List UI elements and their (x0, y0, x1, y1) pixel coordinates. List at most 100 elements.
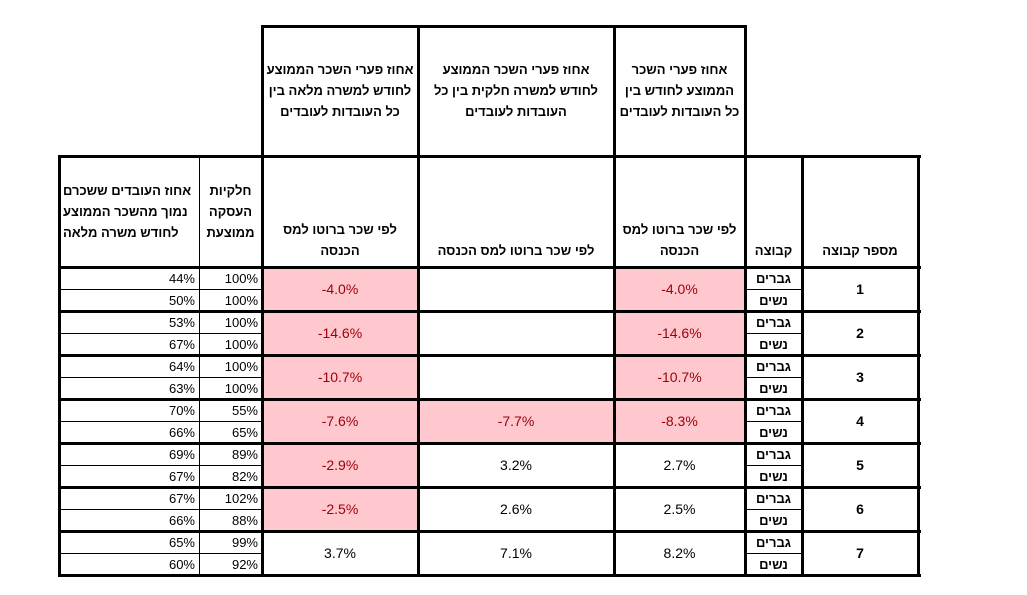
avg-employment-header: חלקיות העסקה ממוצעת (206, 182, 255, 240)
women-employment-value: 82% (231, 468, 258, 484)
row-split (59, 377, 262, 378)
column-divider (613, 155, 616, 577)
gross-fulltime-header: לפי שכר ברוטו למס הכנסה (283, 222, 397, 258)
men-label: גברים (755, 490, 792, 506)
group-number: 2 (856, 325, 864, 341)
row-split (59, 509, 262, 510)
row-border (59, 398, 921, 401)
women-below-avg-value: 60% (168, 556, 195, 572)
header-divider (613, 25, 616, 155)
men-below-avg-value: 53% (168, 314, 195, 330)
men-below-avg-value: 65% (168, 534, 195, 550)
men-label: גברים (755, 446, 792, 462)
pct-below-avg-header: אחוז העובדים ששכרם נמוך מהשכר הממוצע לחו… (63, 182, 192, 240)
women-label: נשים (759, 292, 788, 308)
column-divider (917, 155, 920, 577)
parttime-gap-value: 2.6% (500, 501, 532, 517)
men-below-avg-value: 44% (168, 270, 195, 286)
group-number-header: מספר קבוצה (822, 243, 898, 258)
fulltime-gap-header: אחוז פערי השכר הממוצע לחודש למשרה מלאה ב… (266, 61, 414, 119)
women-employment-value: 100% (224, 336, 258, 352)
men-label: גברים (755, 402, 792, 418)
group-header: קבוצה (754, 243, 793, 258)
parttime-gap-value: 7.1% (500, 545, 532, 561)
row-split (59, 553, 262, 554)
women-employment-value: 100% (224, 292, 258, 308)
women-label: נשים (759, 424, 788, 440)
row-split (745, 465, 802, 466)
group-number: 7 (856, 545, 864, 561)
column-divider (417, 155, 420, 577)
header-divider (261, 25, 264, 155)
women-below-avg-value: 66% (168, 512, 195, 528)
women-below-avg-value: 67% (168, 336, 195, 352)
monthly-gap-value: -8.3% (614, 399, 745, 443)
women-below-avg-value: 66% (168, 424, 195, 440)
header-divider (417, 25, 420, 155)
women-employment-value: 100% (224, 380, 258, 396)
fulltime-gap-value: 3.7% (324, 545, 356, 561)
row-split (59, 465, 262, 466)
row-border (59, 486, 921, 489)
header-row-border (59, 155, 921, 158)
row-border (59, 266, 921, 269)
women-employment-value: 88% (231, 512, 258, 528)
row-border (59, 574, 921, 577)
row-border (59, 442, 921, 445)
men-below-avg-value: 64% (168, 358, 195, 374)
men-label: גברים (755, 314, 792, 330)
group-number: 3 (856, 369, 864, 385)
group-number: 5 (856, 457, 864, 473)
monthly-gap-value: -4.0% (614, 267, 745, 311)
row-split (745, 421, 802, 422)
women-employment-value: 65% (231, 424, 258, 440)
group-number: 1 (856, 281, 864, 297)
men-label: גברים (755, 534, 792, 550)
fulltime-gap-value: -10.7% (262, 355, 418, 399)
women-label: נשים (759, 512, 788, 528)
men-employment-value: 100% (224, 270, 258, 286)
parttime-gap-value (418, 311, 614, 355)
women-label: נשים (759, 556, 788, 572)
fulltime-gap-value: -4.0% (262, 267, 418, 311)
parttime-gap-value: -7.7% (418, 399, 614, 443)
women-employment-value: 92% (231, 556, 258, 572)
parttime-gap-value (418, 267, 614, 311)
women-below-avg-value: 67% (168, 468, 195, 484)
row-border (59, 310, 921, 313)
group-number: 6 (856, 501, 864, 517)
monthly-gap-value: -14.6% (614, 311, 745, 355)
men-label: גברים (755, 270, 792, 286)
women-label: נשים (759, 380, 788, 396)
column-divider (801, 155, 804, 577)
men-below-avg-value: 70% (168, 402, 195, 418)
row-split (59, 289, 262, 290)
men-employment-value: 100% (224, 358, 258, 374)
row-split (745, 333, 802, 334)
column-divider (58, 155, 61, 577)
column-divider (744, 155, 747, 577)
men-below-avg-value: 69% (168, 446, 195, 462)
parttime-gap-value (418, 355, 614, 399)
gross-parttime-header: לפי שכר ברוטו למס הכנסה (437, 243, 595, 258)
fulltime-gap-value: -2.5% (262, 487, 418, 531)
row-split (745, 289, 802, 290)
group-number: 4 (856, 413, 864, 429)
row-border (59, 354, 921, 357)
men-employment-value: 55% (231, 402, 258, 418)
row-split (745, 509, 802, 510)
header-top-border (262, 25, 745, 28)
men-below-avg-value: 67% (168, 490, 195, 506)
fulltime-gap-value: -14.6% (262, 311, 418, 355)
men-employment-value: 100% (224, 314, 258, 330)
men-employment-value: 99% (231, 534, 258, 550)
monthly-gap-header: אחוז פערי השכר הממוצע לחודש בין כל העובד… (619, 61, 740, 119)
women-label: נשים (759, 336, 788, 352)
monthly-gap-value: 8.2% (663, 545, 696, 561)
row-split (745, 553, 802, 554)
fulltime-gap-value: -7.6% (262, 399, 418, 443)
monthly-gap-value: -10.7% (614, 355, 745, 399)
row-split (59, 333, 262, 334)
women-below-avg-value: 50% (168, 292, 195, 308)
row-split (59, 421, 262, 422)
